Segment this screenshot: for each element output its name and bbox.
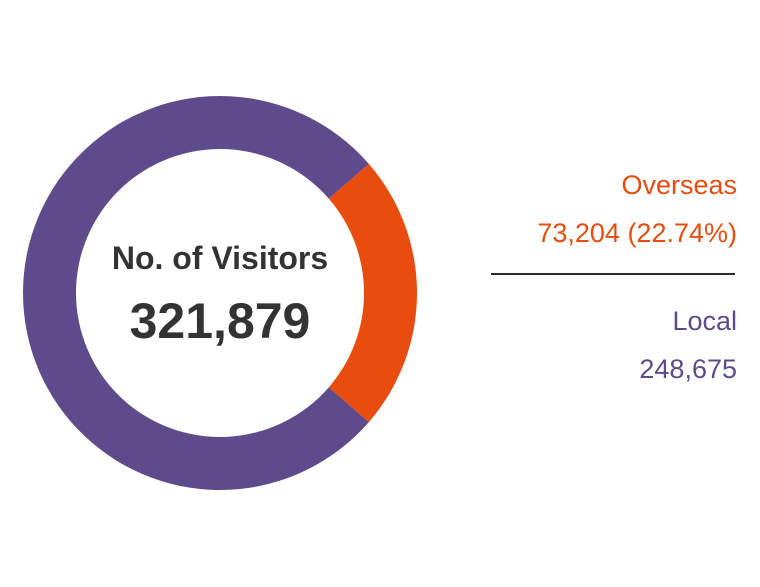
legend-local-value: 248,675 xyxy=(639,354,737,384)
donut-slices xyxy=(22,95,417,490)
legend-divider xyxy=(491,273,735,275)
donut-chart xyxy=(22,95,417,490)
chart-center-total: 321,879 xyxy=(129,293,311,349)
legend-local-label: Local xyxy=(672,306,737,336)
donut-slice-local xyxy=(22,95,369,490)
chart-center-title: No. of Visitors xyxy=(111,240,329,276)
legend-overseas-label: Overseas xyxy=(621,170,737,200)
donut-slice-overseas xyxy=(328,163,417,423)
legend-overseas-value: 73,204 (22.74%) xyxy=(537,218,737,248)
